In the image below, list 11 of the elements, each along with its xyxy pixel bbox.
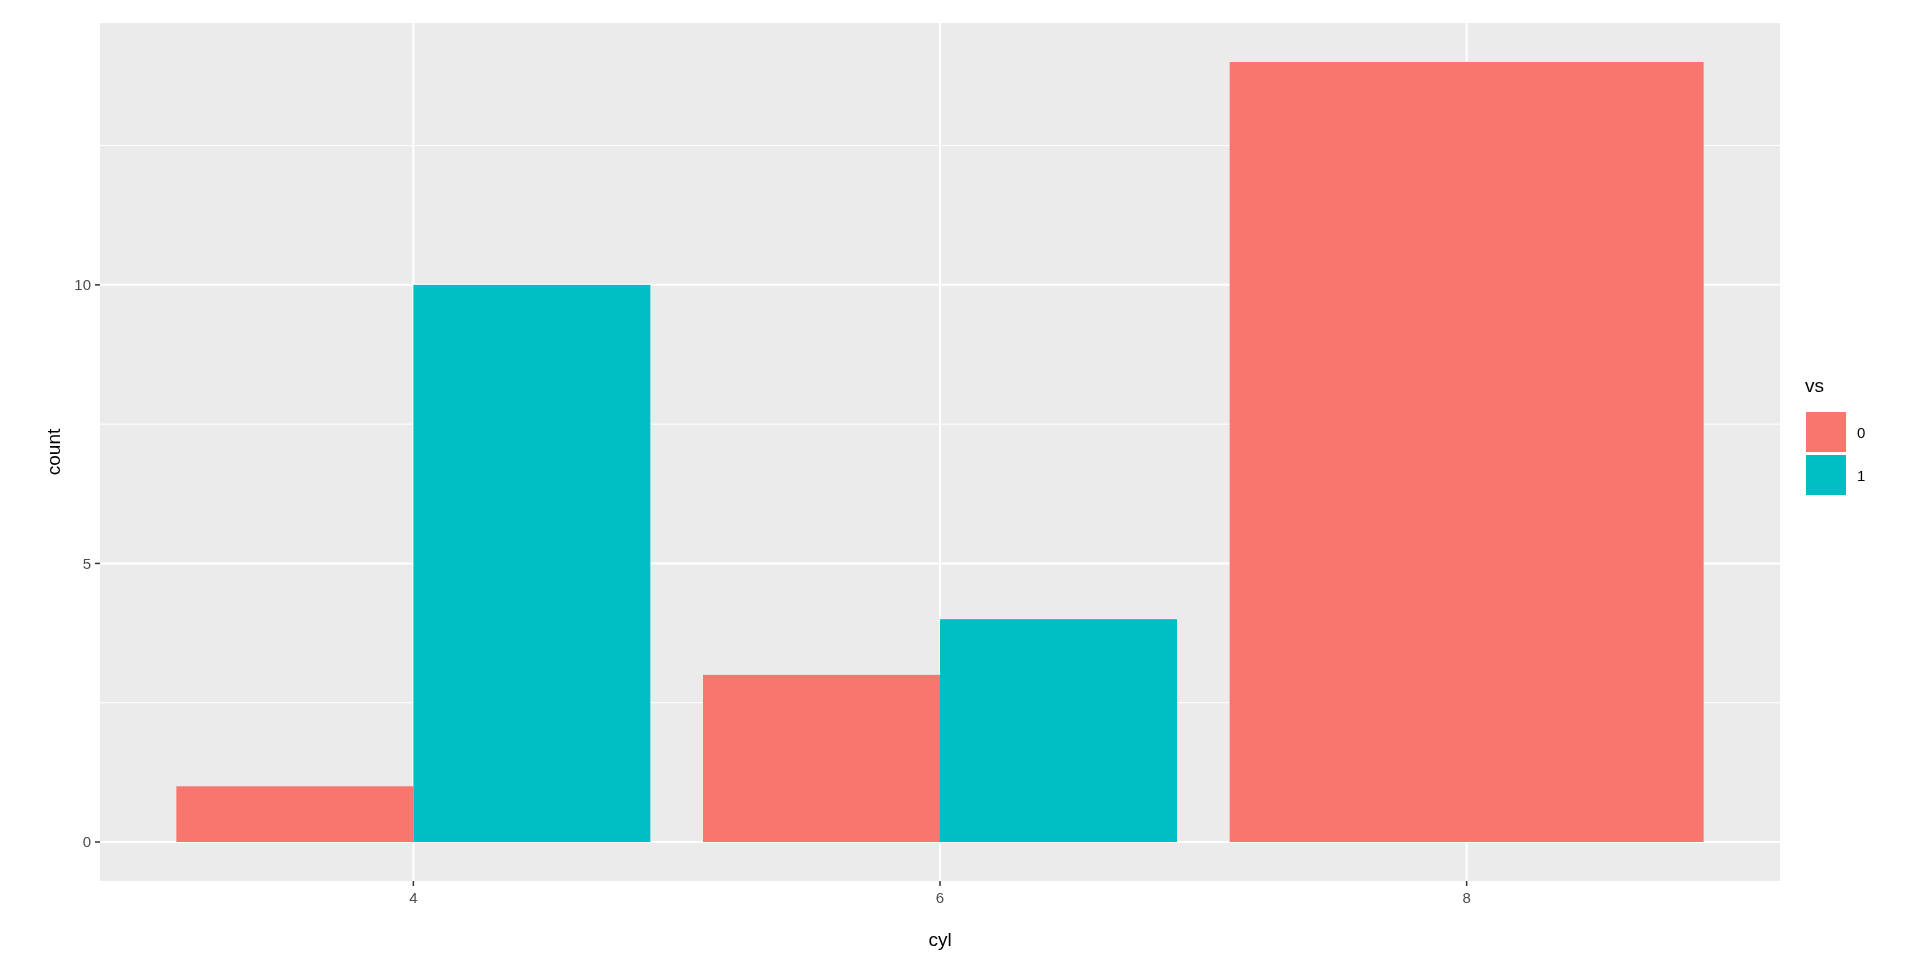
y-tick-label: 5: [82, 554, 91, 572]
x-tick-label: 8: [1462, 889, 1471, 906]
x-axis-title: cyl: [928, 929, 952, 950]
legend-title: vs: [1805, 375, 1824, 396]
x-tick-label: 6: [935, 889, 945, 906]
y-axis-title: count: [43, 428, 64, 476]
text: 0: [1857, 424, 1866, 442]
y-tick-label: 10: [74, 276, 91, 294]
y-tick-label: 0: [82, 833, 91, 851]
x-tick-label: 4: [409, 889, 418, 906]
text: 1: [1857, 467, 1866, 485]
